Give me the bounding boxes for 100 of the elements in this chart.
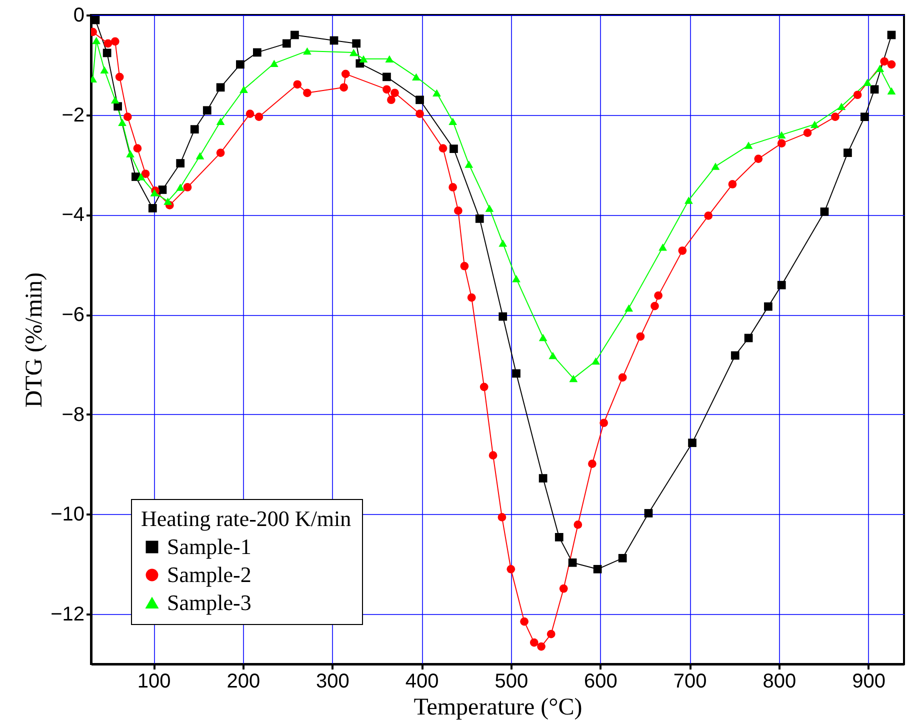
point — [810, 120, 819, 128]
point — [730, 351, 740, 360]
point — [102, 48, 112, 58]
point — [831, 112, 840, 122]
point — [777, 280, 786, 290]
point — [485, 204, 494, 212]
point — [546, 630, 556, 638]
point — [876, 64, 884, 72]
point — [512, 369, 520, 378]
x-tick-label: 700 — [673, 670, 707, 692]
point — [498, 312, 508, 321]
point — [382, 85, 391, 94]
point — [176, 184, 185, 191]
point — [744, 334, 753, 342]
point — [538, 474, 548, 482]
point — [559, 584, 568, 593]
point — [512, 274, 520, 282]
point — [290, 30, 299, 40]
point — [654, 291, 662, 300]
x-tick-label: 600 — [584, 670, 618, 692]
point — [618, 373, 627, 382]
legend-label: Sample-1 — [167, 534, 252, 559]
point — [150, 189, 159, 196]
point — [216, 83, 225, 92]
point — [438, 144, 448, 152]
y-tick-label: 0 — [73, 4, 84, 26]
point — [464, 160, 474, 168]
point — [432, 89, 441, 97]
point — [684, 196, 693, 204]
point — [460, 262, 469, 270]
point — [412, 73, 420, 81]
point — [488, 451, 498, 460]
point — [303, 88, 312, 98]
point — [658, 244, 667, 251]
point — [593, 564, 602, 574]
point — [618, 554, 627, 562]
point — [870, 85, 879, 94]
point — [115, 72, 124, 82]
point — [349, 48, 358, 56]
point — [126, 150, 134, 158]
point — [196, 152, 204, 160]
point — [467, 293, 476, 302]
point — [252, 48, 262, 57]
point — [158, 186, 167, 194]
point — [202, 106, 212, 115]
point — [764, 302, 772, 311]
point — [537, 642, 546, 651]
point — [704, 212, 713, 220]
point — [600, 418, 608, 428]
point — [282, 39, 291, 48]
point — [387, 96, 396, 104]
point — [164, 198, 172, 205]
point — [728, 180, 737, 188]
y-axis-title: DTG (%/min) — [22, 272, 48, 408]
point — [293, 80, 302, 89]
point — [574, 520, 582, 529]
point — [110, 96, 120, 104]
point — [100, 66, 109, 74]
point — [568, 558, 577, 567]
point — [216, 148, 225, 157]
point — [118, 118, 126, 126]
point — [498, 240, 508, 247]
point — [887, 60, 896, 69]
point — [777, 131, 786, 138]
x-tick-label: 800 — [762, 670, 796, 692]
point — [385, 55, 394, 63]
point — [176, 159, 185, 168]
point — [569, 374, 578, 382]
point — [506, 564, 516, 574]
x-tick-label: 400 — [405, 670, 439, 692]
point — [110, 37, 120, 46]
point — [636, 332, 645, 341]
point — [454, 206, 462, 215]
point — [744, 142, 753, 149]
point — [270, 60, 278, 68]
x-tick-label: 900 — [852, 670, 886, 692]
point — [887, 30, 896, 40]
point — [887, 87, 896, 95]
point — [844, 148, 852, 157]
point — [548, 352, 558, 360]
y-tick-label: −2 — [62, 104, 84, 126]
point — [216, 118, 225, 125]
point — [554, 533, 564, 542]
point — [688, 438, 696, 448]
point — [104, 39, 112, 48]
point — [330, 36, 338, 45]
point — [341, 70, 350, 78]
point — [133, 144, 142, 152]
point — [136, 173, 146, 180]
point — [448, 183, 458, 192]
point — [803, 128, 812, 137]
x-tick-label: 200 — [226, 670, 260, 692]
point — [92, 36, 101, 44]
point — [530, 638, 538, 647]
point — [254, 112, 264, 122]
point — [240, 86, 248, 94]
legend-title: Heating rate-200 K/min — [141, 506, 352, 531]
point — [853, 90, 862, 100]
point — [416, 96, 424, 104]
point — [880, 57, 889, 66]
